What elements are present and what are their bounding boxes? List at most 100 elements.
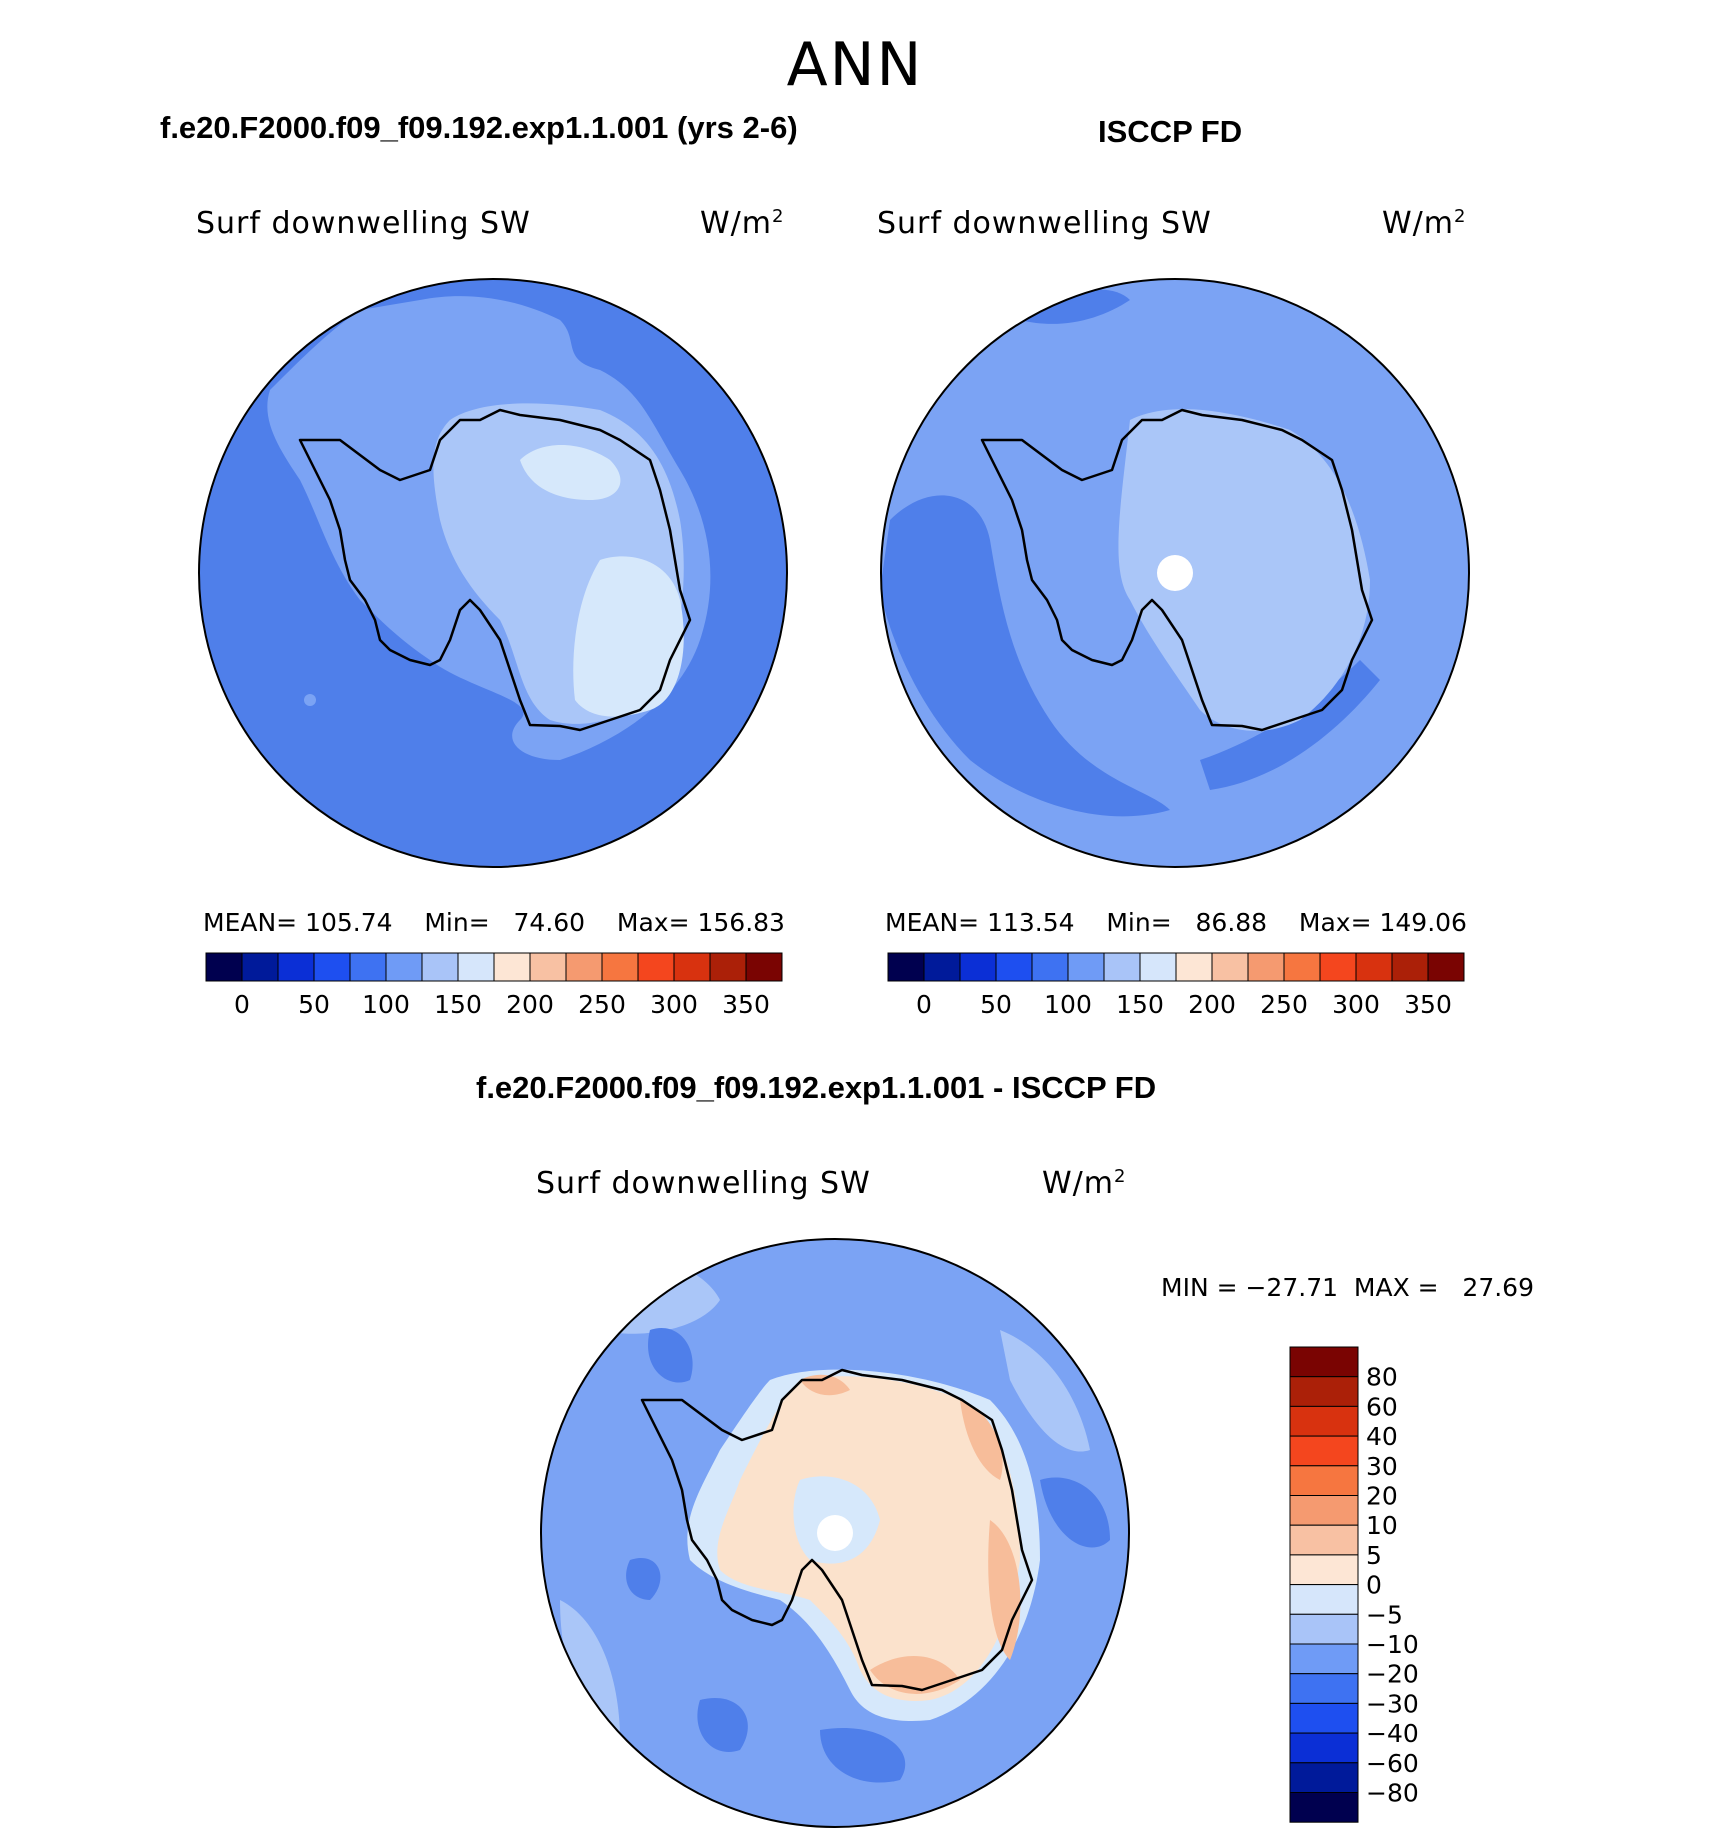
colorbar-box [1289, 1584, 1359, 1615]
colorbar-box [959, 952, 997, 982]
colorbar-tick-label: 0 [916, 990, 932, 1019]
colorbar-tick-label: 250 [1260, 990, 1308, 1019]
colorbar-box [1289, 1762, 1359, 1794]
panel3-title: f.e20.F2000.f09_f09.192.exp1.1.001 - ISC… [476, 1070, 1157, 1105]
colorbar-tick-label: 50 [298, 990, 330, 1019]
colorbar-tick-label: 200 [1188, 990, 1236, 1019]
colorbar-tick-label: 250 [578, 990, 626, 1019]
colorbar-box [887, 952, 925, 982]
colorbar-box [1139, 952, 1177, 982]
colorbar-box [1283, 952, 1321, 982]
colorbar-tick-label: 150 [434, 990, 482, 1019]
colorbar-box [1175, 952, 1213, 982]
colorbar-box [1067, 952, 1105, 982]
colorbar-box [493, 952, 531, 982]
panel1-min: 74.60 [513, 908, 586, 937]
panel2-min: 86.88 [1195, 908, 1268, 937]
panel2-stats: MEAN= 113.54 Min= 86.88 Max= 149.06 [885, 908, 1467, 937]
colorbar-box [1289, 1792, 1359, 1823]
panel3-map [541, 1239, 1129, 1827]
colorbar-box [1247, 952, 1285, 982]
panel2-variable-label: Surf downwelling SW [877, 206, 1212, 241]
panel2-max: 149.06 [1379, 908, 1467, 937]
colorbar-tick-label: 100 [1044, 990, 1092, 1019]
colorbar-box [313, 952, 351, 982]
panel3-minmax: MIN = −27.71 MAX = 27.69 [1161, 1273, 1534, 1302]
panel1-stats: MEAN= 105.74 Min= 74.60 Max= 156.83 [203, 908, 785, 937]
colorbar-tick-label: 0 [234, 990, 250, 1019]
colorbar-tick-label: −20 [1366, 1660, 1419, 1689]
colorbar-box [1211, 952, 1249, 982]
colorbar-box [1427, 952, 1465, 982]
colorbar-tick-label: 200 [506, 990, 554, 1019]
colorbar-box [1289, 1673, 1359, 1704]
colorbar-tick-label: 5 [1366, 1541, 1382, 1570]
colorbar-box [277, 952, 315, 982]
colorbar-box [205, 952, 243, 982]
colorbar-tick-label: 50 [980, 990, 1012, 1019]
colorbar-tick-label: 80 [1366, 1363, 1398, 1392]
panel3-variable-label: Surf downwelling SW [536, 1166, 871, 1201]
colorbar-tick-label: 20 [1366, 1482, 1398, 1511]
colorbar-tick-label: −10 [1366, 1630, 1419, 1659]
colorbar-box [1289, 1702, 1359, 1734]
colorbar-tick-label: 100 [362, 990, 410, 1019]
panel1-map [199, 279, 787, 867]
colorbar-box [995, 952, 1033, 982]
colorbar-box [1289, 1435, 1359, 1467]
colorbar-box [923, 952, 961, 982]
colorbar-box [241, 952, 279, 982]
colorbar-box [1289, 1554, 1359, 1586]
colorbar-box [385, 952, 423, 982]
panel2-units-label: W/m2 [1382, 206, 1467, 241]
panel2-map-border [880, 278, 1470, 868]
colorbar-tick-label: −40 [1366, 1719, 1419, 1748]
panel1-variable-label: Surf downwelling SW [196, 206, 531, 241]
colorbar-tick-label: −30 [1366, 1689, 1419, 1718]
colorbar-box [1103, 952, 1141, 982]
colorbar-tick-label: 300 [1332, 990, 1380, 1019]
panel1-units-label: W/m2 [700, 206, 785, 241]
panel2-map [881, 279, 1469, 867]
colorbar-box [709, 952, 747, 982]
colorbar-box [1289, 1495, 1359, 1526]
colorbar-box [1391, 952, 1429, 982]
colorbar-box [1319, 952, 1357, 982]
panel1-mean: 105.74 [305, 908, 393, 937]
colorbar-box [673, 952, 711, 982]
colorbar-box [1289, 1376, 1359, 1407]
colorbar-tick-label: −5 [1366, 1600, 1403, 1629]
panel2-colorbar: 0 50 100 150 200 250 300 350 [887, 952, 1465, 1019]
colorbar-tick-label: −60 [1366, 1749, 1419, 1778]
colorbar-box [457, 952, 495, 982]
colorbar-box [637, 952, 675, 982]
colorbar-tick-label: 150 [1116, 990, 1164, 1019]
panel1-max: 156.83 [697, 908, 785, 937]
colorbar-tick-label: 60 [1366, 1392, 1398, 1421]
colorbar-tick-label: 350 [1404, 990, 1452, 1019]
panel3-units-label: W/m2 [1042, 1166, 1127, 1201]
panel3-map-border [540, 1238, 1130, 1828]
colorbar-box [1289, 1613, 1359, 1645]
colorbar-box [1289, 1524, 1359, 1556]
panel1-map-border [198, 278, 788, 868]
colorbar-box [565, 952, 603, 982]
colorbar-box [1289, 1346, 1359, 1378]
colorbar-box [1289, 1732, 1359, 1764]
colorbar-box [1289, 1405, 1359, 1437]
colorbar-box [1289, 1465, 1359, 1497]
colorbar-box [421, 952, 459, 982]
colorbar-box [601, 952, 639, 982]
colorbar-tick-label: 10 [1366, 1511, 1398, 1540]
colorbar-tick-label: −80 [1366, 1779, 1419, 1808]
colorbar-box [1355, 952, 1393, 982]
panel2-mean: 113.54 [987, 908, 1075, 937]
colorbar-box [1289, 1643, 1359, 1675]
season-title: ANN [786, 30, 924, 100]
colorbar-tick-label: 300 [650, 990, 698, 1019]
panel2-title: ISCCP FD [1098, 114, 1243, 149]
panel1-title: f.e20.F2000.f09_f09.192.exp1.1.001 (yrs … [160, 110, 798, 145]
colorbar-tick-label: 40 [1366, 1422, 1398, 1451]
